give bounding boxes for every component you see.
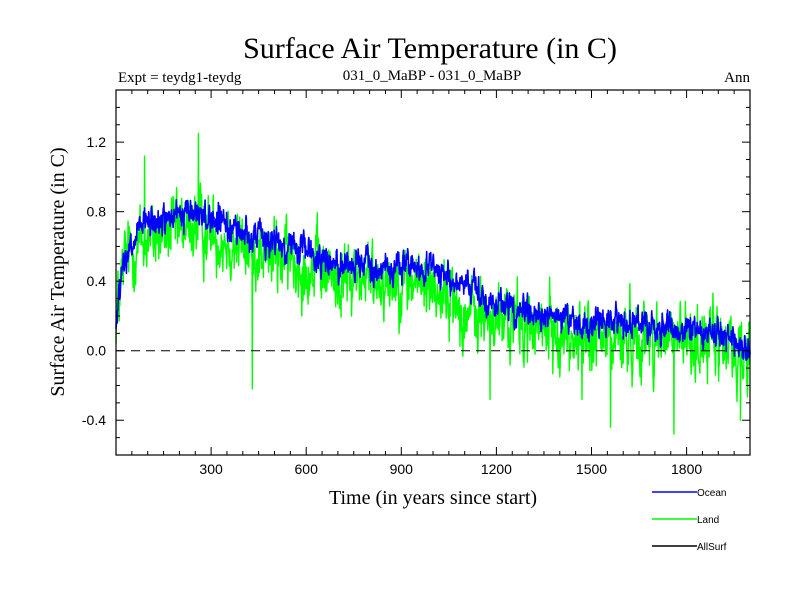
- legend-label-ocean: Ocean: [697, 488, 726, 499]
- y-axis-label: Surface Air Temperature (in C): [47, 147, 69, 396]
- subtitle-right: Ann: [724, 70, 750, 86]
- chart-title: Surface Air Temperature (in C): [243, 32, 617, 65]
- x-tick-label: 600: [295, 461, 319, 477]
- y-tick-label: -0.4: [82, 412, 106, 428]
- series-line-ocean: [115, 199, 751, 362]
- y-tick-label: 0.0: [87, 343, 107, 359]
- subtitle-left: Expt = teydg1-teydg: [118, 70, 242, 86]
- y-tick-label: 1.2: [87, 134, 107, 150]
- x-tick-label: 1800: [671, 461, 702, 477]
- series-line-land: [115, 132, 751, 435]
- legend-label-allsurf: AllSurf: [697, 542, 727, 553]
- x-tick-label: 300: [199, 461, 223, 477]
- y-tick-label: 0.8: [87, 204, 107, 220]
- axis-ticks: 300 600 900 1200 1500 1800 -0.4 0.0 0.4 0.8 1.2: [82, 90, 750, 477]
- x-tick-label: 1200: [481, 461, 512, 477]
- legend-label-land: Land: [697, 515, 719, 526]
- plot-content: [115, 132, 751, 435]
- subtitle-center: 031_0_MaBP - 031_0_MaBP: [343, 68, 522, 84]
- x-tick-label: 900: [390, 461, 414, 477]
- x-tick-label: 1500: [576, 461, 607, 477]
- x-axis-label: Time (in years since start): [329, 487, 537, 509]
- y-tick-label: 0.4: [87, 273, 107, 289]
- legend: Ocean Land AllSurf: [652, 488, 727, 553]
